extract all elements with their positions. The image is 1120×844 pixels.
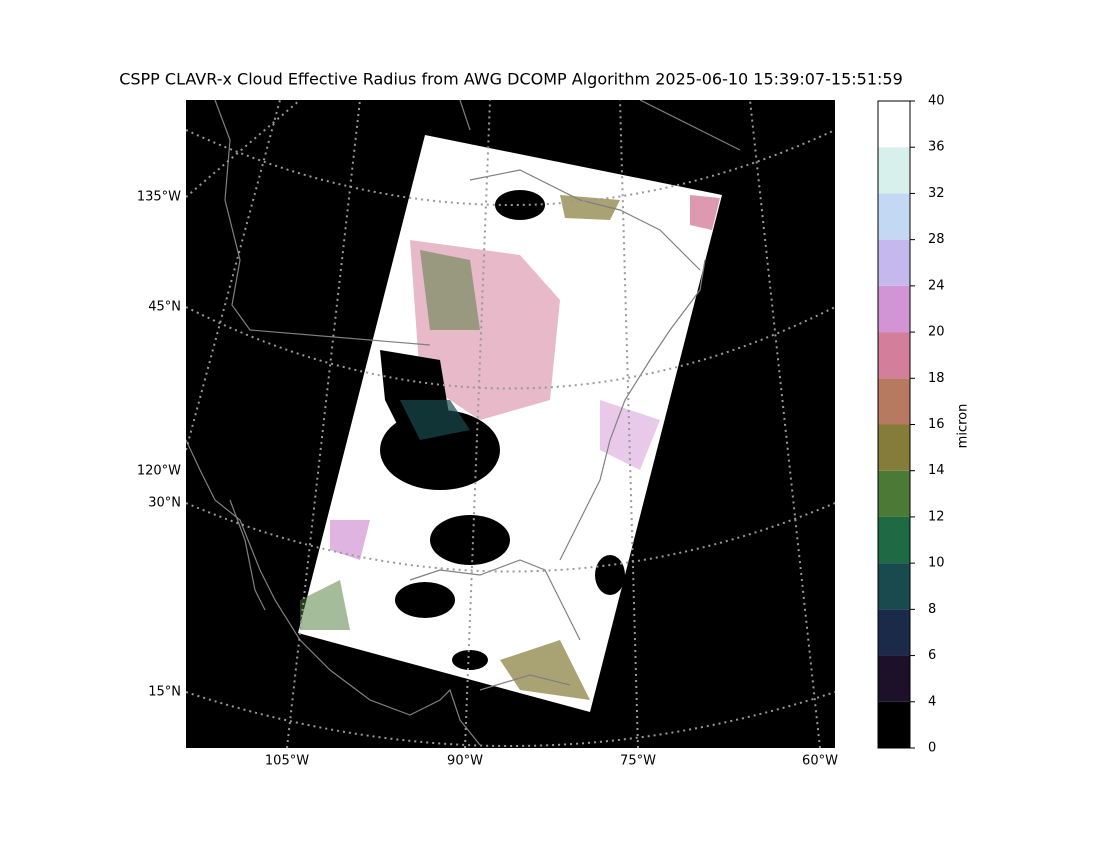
lat-label: 45°N — [148, 300, 181, 315]
colorbar-tick-label: 12 — [928, 509, 945, 524]
colorbar-segment — [878, 563, 910, 610]
colorbar: 0 4 6 8 10 12 14 16 18 20 24 28 32 36 40 — [877, 94, 945, 756]
colorbar-tick-label: 18 — [928, 371, 945, 386]
colorbar-tick-label: 28 — [928, 232, 945, 247]
colorbar-tick-label: 10 — [928, 556, 945, 571]
lon-label: 60°W — [802, 754, 838, 769]
coastlines — [186, 100, 741, 746]
colorbar-segment — [878, 285, 910, 333]
cloud-swath — [298, 135, 722, 712]
map-title: CSPP CLAVR-x Cloud Effective Radius from… — [119, 70, 903, 89]
colorbar-segment — [878, 239, 910, 286]
colorbar-segment — [878, 609, 910, 656]
colorbar-segment — [878, 701, 910, 748]
colorbar-segment — [878, 101, 910, 148]
colorbar-segment — [878, 147, 910, 194]
graticule-labels: 105°W 90°W 75°W 60°W 135°W 45°N 120°W 30°N 15°N — [137, 190, 838, 769]
colorbar-tick-label: 40 — [928, 94, 945, 109]
lon-label: 105°W — [265, 754, 309, 769]
colorbar-label: micron — [956, 404, 971, 449]
colorbar-tick-label: 6 — [928, 648, 936, 663]
graticule — [186, 100, 835, 748]
colorbar-tick-label: 0 — [928, 741, 936, 756]
lat-label: 30°N — [148, 496, 181, 511]
colorbar-tick-label: 14 — [928, 463, 945, 478]
colorbar-segment — [878, 516, 910, 564]
colorbar-tick-label: 32 — [928, 186, 945, 201]
colorbar-tick-label: 8 — [928, 602, 936, 617]
lat-label: 120°W — [137, 464, 181, 479]
colorbar-tick-label: 36 — [928, 140, 945, 155]
colorbar-tick-label: 16 — [928, 417, 945, 432]
lat-label: 135°W — [137, 190, 181, 205]
lon-label: 90°W — [447, 754, 483, 769]
colorbar-segment — [878, 470, 910, 517]
colorbar-segment — [878, 193, 910, 240]
colorbar-segment — [878, 655, 910, 702]
colorbar-tick-label: 24 — [928, 278, 945, 293]
map-content — [186, 100, 835, 748]
colorbar-segment — [878, 424, 910, 471]
lon-label: 75°W — [620, 754, 656, 769]
colorbar-tick-label: 4 — [928, 694, 936, 709]
colorbar-tick-label: 20 — [928, 325, 945, 340]
lat-label: 15°N — [148, 685, 181, 700]
colorbar-segment — [878, 332, 910, 379]
colorbar-segment — [878, 378, 910, 425]
